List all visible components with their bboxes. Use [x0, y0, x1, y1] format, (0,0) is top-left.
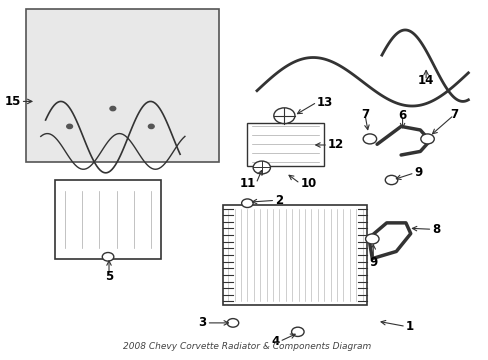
Text: 1: 1: [405, 320, 413, 333]
Text: 13: 13: [316, 96, 333, 109]
Circle shape: [227, 319, 238, 327]
Text: 7: 7: [360, 108, 368, 121]
Text: 2008 Chevy Corvette Radiator & Components Diagram: 2008 Chevy Corvette Radiator & Component…: [123, 342, 371, 351]
FancyBboxPatch shape: [55, 180, 161, 258]
Text: 8: 8: [431, 223, 440, 236]
Text: 10: 10: [300, 177, 316, 190]
Circle shape: [241, 199, 253, 207]
Circle shape: [253, 161, 270, 174]
Text: 9: 9: [414, 166, 422, 179]
Circle shape: [385, 175, 397, 185]
Circle shape: [273, 108, 294, 123]
Text: 7: 7: [449, 108, 457, 121]
Text: 11: 11: [239, 177, 256, 190]
Text: 15: 15: [4, 95, 20, 108]
Circle shape: [110, 107, 116, 111]
Text: 12: 12: [327, 139, 344, 152]
Bar: [223, 205, 367, 305]
Circle shape: [102, 252, 114, 261]
Circle shape: [420, 134, 433, 144]
Circle shape: [365, 234, 378, 244]
Circle shape: [363, 134, 376, 144]
Bar: [247, 123, 324, 166]
Text: 6: 6: [398, 109, 406, 122]
Text: 2: 2: [275, 194, 283, 207]
Text: 5: 5: [104, 270, 113, 283]
Text: 4: 4: [271, 335, 279, 348]
Circle shape: [148, 124, 154, 129]
Text: 14: 14: [417, 74, 433, 87]
Text: 9: 9: [368, 256, 377, 269]
Circle shape: [66, 124, 72, 129]
Circle shape: [291, 327, 304, 337]
Bar: [26, 9, 218, 162]
Text: 3: 3: [198, 316, 206, 329]
